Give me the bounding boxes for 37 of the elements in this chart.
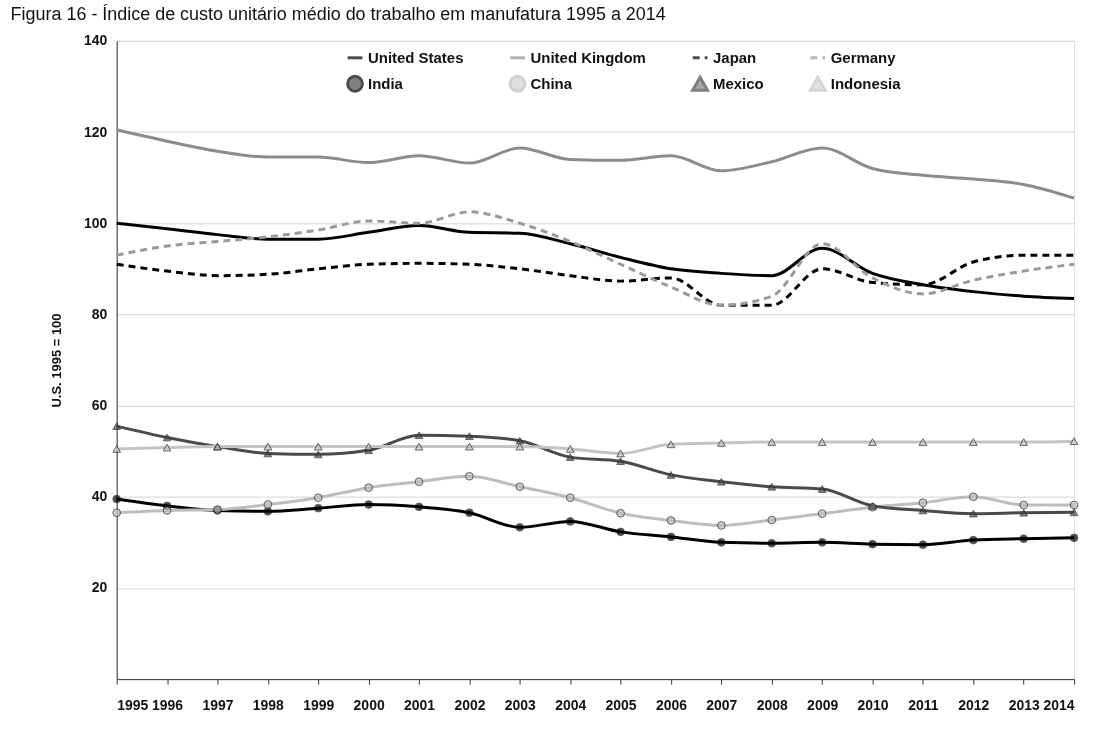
legend-label: Indonesia	[830, 74, 902, 92]
y-tick-label: 100	[83, 214, 108, 231]
legend-label: United Kingdom	[530, 48, 646, 66]
x-tick-label: 1995	[117, 696, 149, 713]
x-tick-label: 2006	[655, 696, 688, 713]
x-tick-label: 2003	[504, 696, 537, 713]
x-tick-label: 2012	[958, 696, 990, 713]
x-tick-label: 1997	[202, 696, 234, 713]
legend-label: India	[368, 74, 404, 92]
x-tick-label: 2008	[756, 696, 788, 713]
y-axis-title: U.S. 1995 = 100	[48, 313, 64, 408]
x-tick-label: 1999	[303, 696, 335, 713]
legend-label: United States	[368, 48, 464, 66]
legend-label: Mexico	[713, 74, 764, 92]
y-tick-label: 140	[83, 32, 108, 49]
legend-label: Japan	[713, 48, 757, 66]
x-tick-label: 2011	[908, 696, 939, 713]
x-tick-label: 2000	[353, 696, 385, 713]
x-tick-label: 2001	[404, 696, 436, 713]
legend-label: Germany	[830, 48, 897, 66]
x-tick-label: 1996	[152, 696, 184, 713]
x-tick-label: 2014	[1043, 696, 1075, 713]
y-tick-label: 40	[91, 488, 108, 505]
y-tick-label: 120	[83, 123, 108, 140]
x-tick-label: 2013	[1008, 696, 1040, 713]
x-tick-label: 1998	[252, 696, 285, 713]
x-tick-label: 2005	[605, 696, 637, 713]
legend-label: China	[530, 74, 573, 92]
y-tick-label: 80	[91, 305, 108, 322]
x-tick-label: 2007	[706, 696, 738, 713]
y-tick-label: 60	[91, 397, 108, 414]
chart-title: Figura 16 - Índice de custo unitário médio do trabalho em manufatura 1995 a 2014	[10, 3, 666, 24]
x-tick-label: 2002	[454, 696, 486, 713]
x-tick-label: 2004	[555, 696, 587, 713]
x-tick-label: 2009	[807, 696, 839, 713]
y-tick-label: 20	[91, 579, 108, 596]
x-tick-label: 2010	[857, 696, 889, 713]
